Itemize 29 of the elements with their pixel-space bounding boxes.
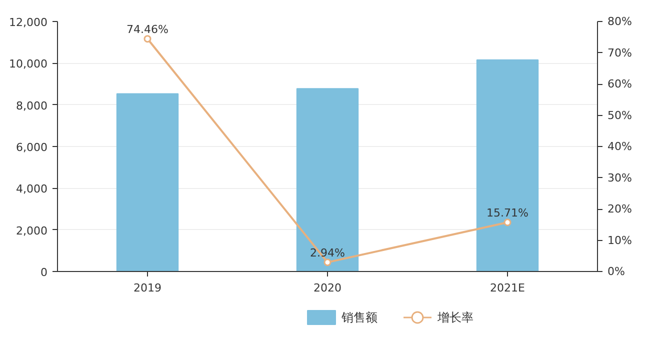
data-label: 74.46% — [126, 22, 168, 36]
y-tick-label: 8,000 — [16, 99, 48, 112]
x-tick-label: 2021E — [490, 282, 526, 294]
y-tick-label: 10,000 — [9, 58, 48, 71]
y2-tick-label: 20% — [608, 202, 632, 216]
y-tick-label: 6,000 — [16, 141, 48, 154]
point — [144, 35, 152, 43]
bar — [116, 93, 179, 272]
y-tick-label: 4,000 — [16, 182, 48, 196]
point — [324, 258, 332, 266]
data-label: 15.71% — [486, 206, 528, 220]
legend-label: 销售额 — [340, 310, 378, 324]
y2-tick-label: 70% — [608, 46, 632, 60]
point — [504, 218, 512, 226]
y2-tick-label: 30% — [608, 171, 632, 184]
y2-tick-label: 10% — [608, 234, 632, 247]
y2-tick-label: 0% — [608, 265, 625, 278]
x-tick-label: 2019 — [134, 282, 162, 294]
x-tick-label: 2020 — [314, 282, 342, 294]
y-tick-label: 2,000 — [16, 224, 48, 238]
bar — [296, 88, 359, 272]
bar — [476, 59, 539, 272]
y2-tick-label: 60% — [608, 78, 632, 90]
y2-tick-label: 40% — [608, 140, 632, 153]
y2-tick-label: 50% — [608, 108, 632, 122]
y-tick-label: 0 — [40, 266, 48, 279]
y2-tick-label: 80% — [608, 15, 632, 28]
legend-label: 增长率 — [436, 310, 474, 324]
y-tick-label: 12,000 — [9, 16, 48, 29]
